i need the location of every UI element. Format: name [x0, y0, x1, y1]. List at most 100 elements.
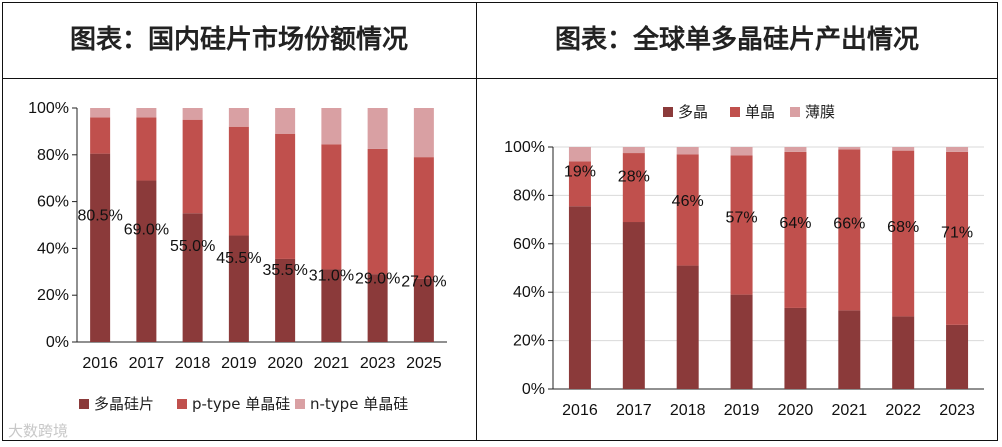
- y-tick-label: 60%: [37, 194, 69, 211]
- bar-2018-series-2: [676, 147, 699, 155]
- legend-swatch-2: [790, 107, 800, 117]
- x-tick-label: 2022: [885, 402, 921, 419]
- bar-2021-series-2: [321, 108, 342, 145]
- x-tick-label: 2023: [360, 355, 396, 372]
- y-tick-label: 100%: [28, 100, 69, 117]
- bar-2025-series-2: [413, 108, 434, 158]
- data-label: 55.0%: [170, 238, 215, 255]
- x-tick-label: 2021: [832, 402, 868, 419]
- bar-2023-series-2: [946, 147, 969, 152]
- data-label: 71%: [941, 224, 973, 241]
- bar-2017-series-1: [136, 117, 157, 181]
- data-label: 66%: [833, 215, 865, 232]
- legend-swatch-0: [663, 107, 673, 117]
- bar-2017-series-2: [136, 108, 157, 118]
- y-tick-label: 40%: [37, 240, 69, 257]
- x-tick-label: 2023: [939, 402, 975, 419]
- bar-2016-series-2: [90, 108, 111, 118]
- legend-swatch-2: [295, 399, 305, 409]
- legend-swatch-1: [730, 107, 740, 117]
- bar-2023-series-1: [946, 151, 969, 325]
- data-label: 19%: [564, 163, 596, 180]
- data-label: 45.5%: [216, 250, 261, 267]
- bar-2020-series-0: [275, 258, 296, 342]
- legend-label-0: 多晶: [678, 103, 708, 121]
- data-label: 68%: [887, 219, 919, 236]
- bar-2025-series-0: [413, 278, 434, 342]
- bar-2019-series-0: [228, 235, 249, 342]
- data-label: 46%: [672, 193, 704, 210]
- global-wafer-output-chart: 0% 20% 40% 60% 80% 100% 2016 19% 2017 28% 2018 46% 2…: [504, 103, 984, 419]
- legend-swatch-0: [79, 399, 89, 409]
- bar-2025-series-1: [413, 157, 434, 279]
- x-tick-label: 2018: [670, 402, 706, 419]
- bar-2022-series-2: [892, 147, 915, 151]
- bar-2018-series-1: [182, 119, 203, 214]
- bar-2021-series-1: [838, 149, 861, 311]
- legend-label-1: p-type 单晶硅: [192, 395, 290, 413]
- x-tick-label: 2017: [616, 402, 652, 419]
- bar-2018-series-2: [182, 108, 203, 120]
- y-tick-label: 20%: [37, 287, 69, 304]
- bar-2017-series-0: [136, 180, 157, 342]
- bar-2016-series-0: [568, 206, 591, 389]
- legend-swatch-1: [177, 399, 187, 409]
- panel-divider-vertical: [476, 2, 477, 441]
- x-tick-label: 2020: [778, 402, 814, 419]
- bar-2017-series-0: [622, 222, 645, 389]
- x-tick-label: 2019: [724, 402, 760, 419]
- x-tick-label: 2017: [129, 355, 165, 372]
- bar-2017-series-2: [622, 147, 645, 154]
- bar-2022-series-0: [892, 316, 915, 389]
- bar-2023-series-0: [946, 324, 969, 389]
- x-tick-label: 2021: [314, 355, 350, 372]
- bar-2021-series-0: [838, 310, 861, 389]
- bar-2023-series-0: [367, 274, 388, 342]
- y-tick-label: 20%: [513, 333, 545, 350]
- y-tick-label: 40%: [513, 284, 545, 301]
- bar-2020-series-2: [784, 147, 807, 152]
- data-label: 29.0%: [355, 270, 400, 287]
- y-tick-label: 80%: [513, 187, 545, 204]
- data-label: 69.0%: [124, 221, 169, 238]
- data-label: 27.0%: [401, 273, 446, 290]
- bar-2019-series-1: [730, 155, 753, 295]
- bar-2019-series-0: [730, 294, 753, 389]
- bar-2018-series-0: [182, 213, 203, 342]
- data-label: 57%: [726, 209, 758, 226]
- data-label: 35.5%: [262, 262, 307, 279]
- x-tick-label: 2019: [221, 355, 257, 372]
- legend-label-2: 薄膜: [805, 103, 835, 121]
- bar-2021-series-2: [838, 147, 861, 150]
- domestic-wafer-share-chart: 0% 20% 40% 60% 80% 100% 2016 80.5% 2017 69.0% 2018…: [28, 100, 447, 413]
- right-chart-title: 图表：全球单多晶硅片产出情况: [554, 25, 919, 55]
- x-tick-label: 2016: [82, 355, 118, 372]
- bar-2019-series-2: [228, 108, 249, 127]
- bar-2016-series-1: [90, 117, 111, 154]
- bar-2020-series-1: [275, 133, 296, 259]
- y-tick-label: 80%: [37, 147, 69, 164]
- y-tick-label: 60%: [513, 236, 545, 253]
- x-tick-label: 2025: [406, 355, 442, 372]
- bar-2018-series-1: [676, 154, 699, 266]
- bar-2023-series-2: [367, 108, 388, 149]
- data-label: 28%: [618, 168, 650, 185]
- bar-2019-series-2: [730, 147, 753, 156]
- data-label: 64%: [779, 215, 811, 232]
- x-tick-label: 2020: [267, 355, 303, 372]
- bar-2016-series-2: [568, 147, 591, 162]
- bar-2018-series-0: [676, 265, 699, 389]
- figure-frame: [2, 2, 998, 441]
- bar-2020-series-2: [275, 108, 296, 134]
- bar-2020-series-1: [784, 151, 807, 308]
- bar-2019-series-1: [228, 126, 249, 236]
- bar-2023-series-1: [367, 148, 388, 275]
- x-tick-label: 2016: [562, 402, 598, 419]
- bar-2017-series-1: [622, 153, 645, 223]
- bar-2016-series-1: [568, 161, 591, 207]
- y-tick-label: 0%: [522, 381, 545, 398]
- bar-2021-series-1: [321, 144, 342, 270]
- left-chart-title: 图表：国内硅片市场份额情况: [69, 25, 408, 55]
- bar-2016-series-0: [90, 153, 111, 342]
- legend-label-2: n-type 单晶硅: [310, 395, 408, 413]
